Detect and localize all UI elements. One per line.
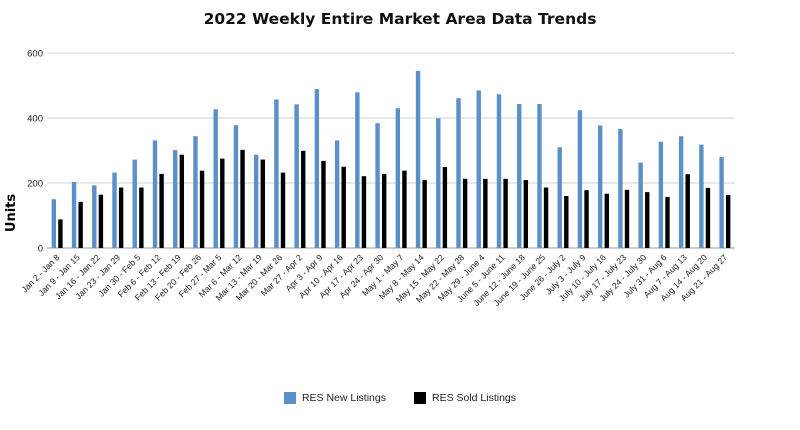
y-axis-label: Units [4, 194, 19, 232]
bar-new-listings [213, 109, 218, 248]
bar-new-listings [193, 136, 198, 248]
bar-new-listings [618, 129, 623, 248]
bar-sold-listings [685, 174, 690, 248]
bar-sold-listings [280, 172, 286, 248]
bar-new-listings [577, 110, 583, 248]
bar-sold-listings [361, 176, 367, 248]
bar-new-listings [334, 140, 340, 248]
y-tick-label: 600 [27, 49, 43, 60]
y-tick-label: 0 [38, 244, 43, 255]
legend-label-new-listings: RES New Listings [301, 392, 386, 404]
bar-sold-listings [543, 187, 549, 248]
bar-new-listings [476, 90, 481, 249]
bar-new-listings [92, 185, 97, 248]
bar-new-listings [436, 118, 441, 248]
bar-new-listings [658, 141, 664, 248]
bar-sold-listings [584, 190, 589, 248]
bar-sold-listings [442, 167, 448, 248]
bars [51, 70, 731, 249]
bar-new-listings [294, 104, 299, 248]
legend-item-sold-listings: RES Sold Listings [413, 392, 517, 404]
bar-sold-listings [260, 159, 265, 248]
legend-swatch-new-listings [283, 392, 296, 404]
bar-sold-listings [665, 196, 670, 248]
bar-sold-listings [624, 189, 630, 248]
bar-sold-listings [422, 180, 427, 248]
bar-sold-listings [483, 178, 488, 248]
y-tick-label: 400 [27, 114, 43, 125]
bar-sold-listings [341, 166, 346, 248]
legend-swatch-sold-listings [413, 392, 426, 404]
bar-new-listings [638, 162, 643, 248]
bar-new-listings [517, 104, 522, 248]
bar-sold-listings [139, 187, 144, 248]
bar-new-listings [314, 89, 320, 248]
bar-new-listings [233, 125, 239, 248]
bar-new-listings [132, 159, 137, 248]
bar-sold-listings [564, 196, 569, 248]
bar-sold-listings [199, 170, 205, 248]
bar-new-listings [395, 108, 401, 248]
bar-new-listings [537, 104, 542, 248]
legend-label-sold-listings: RES Sold Listings [431, 392, 517, 404]
bar-new-listings [355, 92, 360, 248]
bar-sold-listings [220, 158, 225, 249]
bar-sold-listings [240, 149, 245, 248]
legend-item-new-listings: RES New Listings [283, 392, 386, 404]
bar-new-listings [51, 199, 57, 248]
bar-new-listings [112, 172, 117, 248]
bar-new-listings [719, 157, 724, 248]
bar-new-listings [152, 140, 158, 248]
bar-sold-listings [523, 180, 529, 248]
bar-new-listings [253, 154, 259, 248]
bar-sold-listings [58, 219, 63, 248]
bar-sold-listings [462, 178, 468, 248]
bar-sold-listings [118, 187, 124, 248]
bar-sold-listings [645, 192, 650, 248]
bar-new-listings [274, 99, 279, 248]
bar-new-listings [678, 136, 684, 248]
bar-sold-listings [321, 160, 326, 248]
gridlines [47, 52, 735, 249]
bar-sold-listings [159, 173, 164, 248]
bar-new-listings [496, 94, 502, 248]
bar-sold-listings [98, 194, 104, 248]
bar-sold-listings [402, 170, 407, 248]
bar-new-listings [415, 70, 421, 249]
bar-sold-listings [179, 154, 185, 248]
bar-new-listings [557, 147, 562, 248]
bar-new-listings [375, 123, 380, 248]
bar-sold-listings [301, 150, 306, 248]
bar-new-listings [173, 150, 178, 248]
bar-new-listings [456, 98, 461, 249]
bar-sold-listings [78, 201, 83, 248]
y-axis-ticks: 0 200 400 600 [27, 49, 43, 255]
legend: RES New Listings RES Sold Listings [0, 392, 800, 404]
bar-new-listings [597, 125, 603, 248]
bar-sold-listings [725, 195, 731, 248]
bar-new-listings [699, 144, 704, 248]
chart-title: 2022 Weekly Entire Market Area Data Tren… [203, 10, 597, 28]
bar-sold-listings [503, 178, 508, 248]
bar-sold-listings [604, 193, 609, 248]
bar-sold-listings [381, 173, 387, 248]
y-tick-label: 200 [27, 179, 43, 190]
bar-new-listings [71, 182, 77, 248]
bar-sold-listings [705, 187, 711, 249]
